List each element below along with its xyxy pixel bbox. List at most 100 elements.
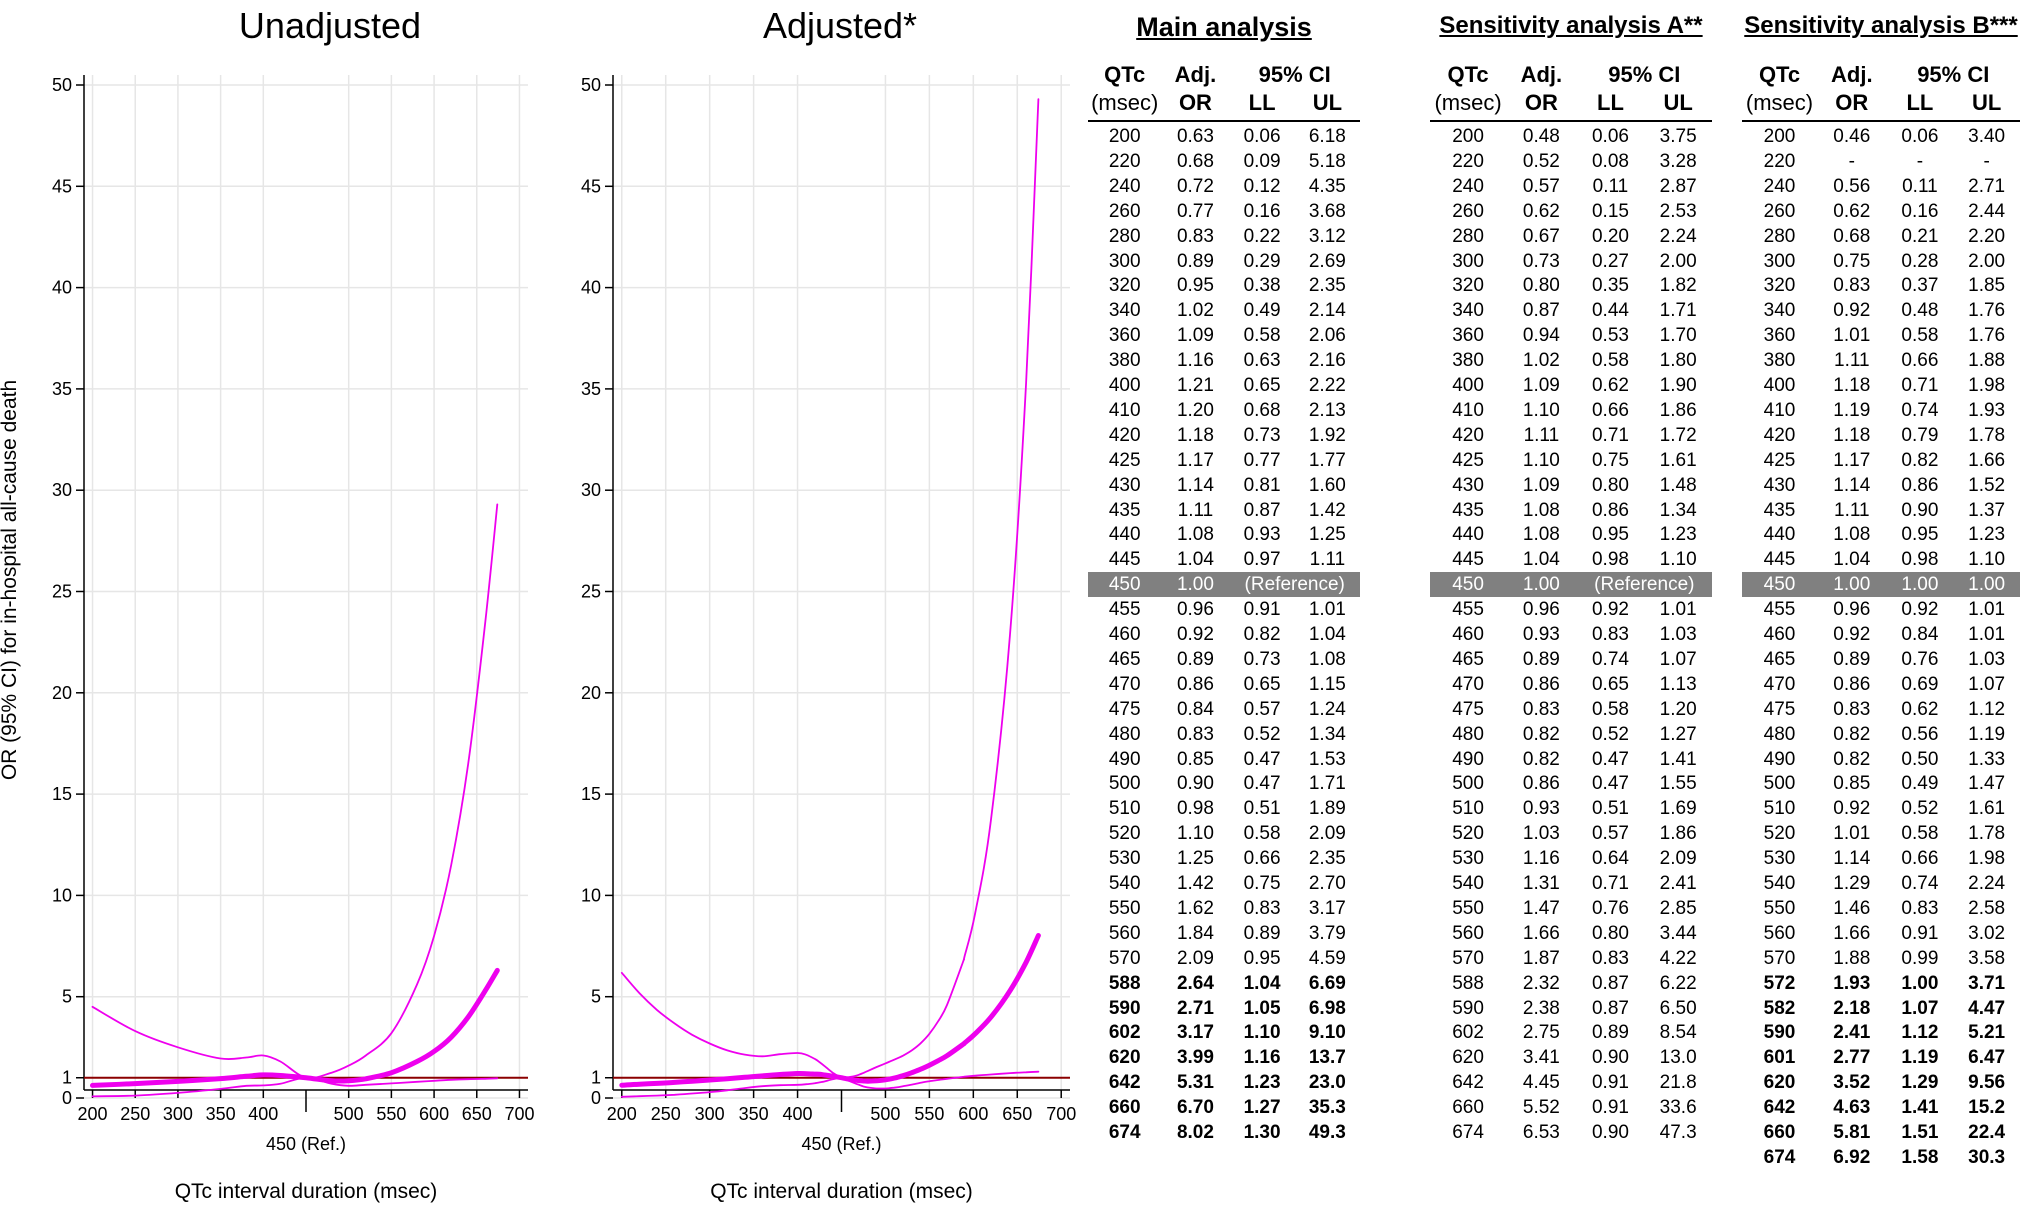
table-row: 475 0.83 0.58 1.20 bbox=[1430, 697, 1712, 722]
table-title: Sensitivity analysis B*** bbox=[1744, 12, 2018, 39]
cell-or: - bbox=[1848, 150, 1855, 172]
cell-ul: 1.04 bbox=[1308, 624, 1346, 645]
chart-title: Adjusted* bbox=[763, 5, 917, 46]
cell-or: 0.83 bbox=[1176, 723, 1214, 745]
cell-ul: 1.70 bbox=[1659, 325, 1697, 347]
y-tick-label: 5 bbox=[62, 987, 72, 1007]
cell-ll: 0.74 bbox=[1901, 873, 1939, 894]
cell-or: 0.92 bbox=[1176, 624, 1214, 645]
cell-ll: 0.83 bbox=[1243, 897, 1281, 919]
cell-ll: 0.83 bbox=[1901, 897, 1939, 919]
table-header-cell: LL bbox=[1248, 90, 1276, 115]
cell-ul: 3.75 bbox=[1659, 126, 1697, 147]
cell-ul: 1.07 bbox=[1659, 648, 1697, 670]
cell-ul: 1.33 bbox=[1968, 748, 2006, 770]
x-tick-label: 600 bbox=[958, 1104, 988, 1124]
y-tick-label: 40 bbox=[581, 278, 601, 298]
table-header: QTc (msec) Adj. OR 95% CI LL UL bbox=[1088, 62, 1360, 122]
cell-qtc: 560 bbox=[1452, 922, 1484, 944]
table-row: 380 1.02 0.58 1.80 bbox=[1430, 348, 1712, 373]
cell-qtc: 475 bbox=[1452, 698, 1484, 720]
y-tick-label: 15 bbox=[581, 784, 601, 804]
cell-ul: 1.34 bbox=[1308, 723, 1346, 745]
cell-qtc: 260 bbox=[1763, 200, 1796, 222]
cell-or: 1.16 bbox=[1176, 350, 1214, 372]
cell-ul: 4.35 bbox=[1308, 175, 1346, 197]
cell-or: 0.82 bbox=[1833, 748, 1871, 770]
table-row: 572 1.93 1.00 3.71 bbox=[1742, 971, 2020, 996]
table-row: 435 1.08 0.86 1.34 bbox=[1430, 498, 1712, 523]
cell-qtc: 240 bbox=[1108, 175, 1141, 197]
cell-ul: 5.18 bbox=[1308, 150, 1346, 172]
table-row: 674 6.92 1.58 30.3 bbox=[1742, 1145, 2020, 1170]
cell-or: 2.75 bbox=[1522, 1022, 1560, 1044]
table-row: 550 1.62 0.83 3.17 bbox=[1088, 896, 1360, 921]
cell-ul: 1.48 bbox=[1659, 474, 1697, 496]
cell-ul: 2.13 bbox=[1308, 399, 1346, 421]
cell-ll: 0.75 bbox=[1591, 449, 1629, 471]
cell-ul: 2.71 bbox=[1968, 175, 2006, 197]
cell-ll: 0.90 bbox=[1901, 499, 1939, 521]
results-table: Sensitivity analysis B*** QTc (msec) Adj. OR… bbox=[1742, 12, 2020, 1172]
cell-ul: 2.35 bbox=[1308, 275, 1346, 297]
cell-or: 0.89 bbox=[1176, 648, 1214, 670]
table-header-cell: 95% CI bbox=[1917, 62, 1990, 87]
table-row: 445 1.04 0.98 1.10 bbox=[1742, 547, 2020, 572]
cell-ul: 1.08 bbox=[1308, 648, 1346, 670]
cell-ll: 0.98 bbox=[1591, 549, 1629, 571]
cell-ll: 0.57 bbox=[1591, 823, 1629, 845]
cell-ll: 0.91 bbox=[1591, 1097, 1629, 1119]
table-header-cell: QTc bbox=[1104, 62, 1146, 87]
table-row: 470 0.86 0.65 1.13 bbox=[1430, 672, 1712, 697]
cell-ll: 0.87 bbox=[1591, 997, 1629, 1019]
cell-qtc: 540 bbox=[1108, 873, 1141, 894]
cell-qtc: 200 bbox=[1452, 126, 1484, 147]
cell-or: 0.86 bbox=[1176, 673, 1214, 695]
cell-qtc: 520 bbox=[1452, 823, 1484, 845]
x-tick-label: 200 bbox=[607, 1104, 637, 1124]
cell-or: 2.64 bbox=[1176, 972, 1214, 994]
table-row: 460 0.92 0.82 1.04 bbox=[1088, 622, 1360, 647]
x-tick-label: 550 bbox=[914, 1104, 944, 1124]
cell-ul: 2.00 bbox=[1659, 250, 1697, 272]
cell-ul: 1.37 bbox=[1968, 499, 2006, 521]
table-row: 560 1.66 0.91 3.02 bbox=[1742, 921, 2020, 946]
cell-qtc: 674 bbox=[1108, 1122, 1141, 1143]
cell-ll: 0.92 bbox=[1901, 599, 1939, 621]
cell-ul: 1.12 bbox=[1968, 698, 2006, 720]
cell-ul: 1.85 bbox=[1968, 275, 2006, 297]
cell-ul: 1.60 bbox=[1308, 474, 1346, 496]
cell-ul: 1.76 bbox=[1968, 325, 2006, 347]
cell-qtc: 425 bbox=[1763, 449, 1796, 471]
table-row: 465 0.89 0.76 1.03 bbox=[1742, 647, 2020, 672]
cell-or: 0.48 bbox=[1522, 126, 1560, 147]
cell-ll: 0.50 bbox=[1901, 748, 1939, 770]
cell-ll: 0.44 bbox=[1591, 300, 1629, 322]
y-tick-label: 1 bbox=[591, 1068, 601, 1088]
cell-ul: 1.27 bbox=[1659, 723, 1697, 745]
cell-or: 1.66 bbox=[1833, 922, 1871, 944]
table-row: 445 1.04 0.97 1.11 bbox=[1088, 547, 1360, 572]
cell-or: 0.68 bbox=[1833, 225, 1871, 247]
cell-ll: 0.86 bbox=[1591, 499, 1629, 521]
x-tick-label: 250 bbox=[120, 1104, 150, 1124]
cell-or: 0.82 bbox=[1833, 723, 1871, 745]
cell-qtc: 642 bbox=[1108, 1072, 1141, 1094]
table-row: 425 1.17 0.82 1.66 bbox=[1742, 448, 2020, 473]
cell-ul: 1.01 bbox=[1968, 599, 2006, 621]
cell-ll: 0.99 bbox=[1901, 947, 1939, 969]
cell-ll: 0.92 bbox=[1591, 599, 1629, 621]
table-row: 480 0.82 0.52 1.27 bbox=[1430, 722, 1712, 747]
table-row: 510 0.98 0.51 1.89 bbox=[1088, 796, 1360, 821]
table-row: 520 1.01 0.58 1.78 bbox=[1742, 821, 2020, 846]
cell-qtc: 500 bbox=[1763, 773, 1796, 795]
cell-ll: 0.87 bbox=[1243, 499, 1281, 521]
cell-qtc: 455 bbox=[1108, 599, 1141, 621]
y-tick-label: 0 bbox=[591, 1088, 601, 1108]
cell-or: 1.46 bbox=[1833, 897, 1871, 919]
cell-or: 1.04 bbox=[1833, 549, 1871, 571]
cell-ul: 3.44 bbox=[1659, 922, 1697, 944]
cell-ul: 1.88 bbox=[1968, 350, 2006, 372]
reference-x-label: 450 (Ref.) bbox=[801, 1134, 881, 1154]
table-row: 570 2.09 0.95 4.59 bbox=[1088, 946, 1360, 971]
